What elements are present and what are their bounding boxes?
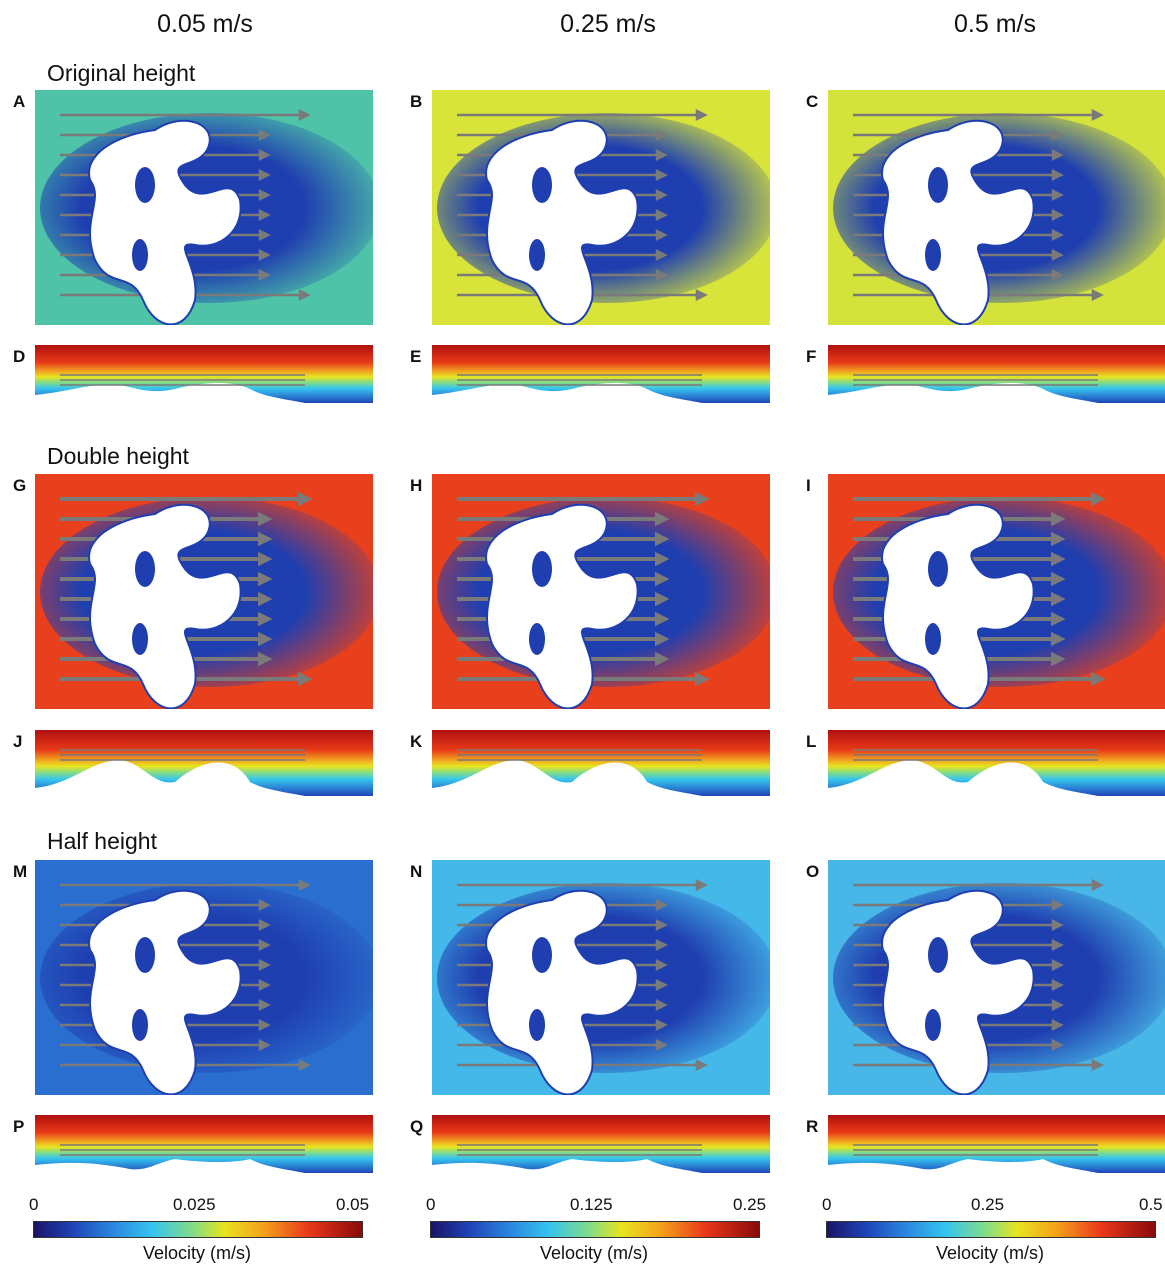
velocity-map-top	[828, 474, 1165, 709]
velocity-map-side	[35, 345, 373, 403]
row-header-double: Double height	[47, 443, 189, 469]
column-header-0.05: 0.05 m/s	[157, 10, 253, 38]
panel-label: D	[13, 347, 26, 366]
velocity-map-top	[828, 860, 1165, 1095]
velocity-map-side	[432, 1115, 770, 1173]
colorbar-label: Velocity (m/s)	[539, 1243, 649, 1263]
column-header-0.5: 0.5 m/s	[954, 10, 1036, 38]
velocity-map-side	[35, 1115, 373, 1173]
colorbar-tick: 0.25	[733, 1195, 767, 1214]
panel-label: E	[410, 347, 422, 366]
panel-label: R	[806, 1117, 819, 1136]
velocity-map-top	[35, 860, 373, 1095]
colorbar-tick: 0	[426, 1195, 436, 1214]
velocity-map-side	[828, 1115, 1165, 1173]
colorbar-tick: 0.05	[336, 1195, 370, 1214]
velocity-map-side	[828, 345, 1165, 403]
velocity-map-top	[432, 860, 770, 1095]
column-header-0.25: 0.25 m/s	[560, 10, 656, 38]
colorbar-gradient	[430, 1221, 760, 1238]
panel-label: N	[410, 862, 423, 881]
colorbar-tick: 0.125	[570, 1195, 613, 1214]
panel-label: M	[13, 862, 28, 881]
panel-label: K	[410, 732, 423, 751]
panel-label: J	[13, 732, 23, 751]
velocity-map-side	[828, 730, 1165, 796]
row-header-half: Half height	[47, 828, 157, 854]
colorbar-tick: 0	[822, 1195, 832, 1214]
velocity-map-top	[828, 90, 1165, 325]
panel-label: G	[13, 476, 27, 495]
colorbar-label: Velocity (m/s)	[142, 1243, 252, 1263]
row-header-original: Original height	[47, 60, 196, 86]
velocity-map-top	[35, 474, 373, 709]
colorbar-tick: 0.25	[971, 1195, 1005, 1214]
colorbar-0.05: 0 0.025 0.05 Velocity (m/s)	[29, 1195, 369, 1265]
velocity-map-side	[35, 730, 373, 796]
colorbar-gradient	[826, 1221, 1156, 1238]
panel-label: P	[13, 1117, 25, 1136]
panel-label: L	[806, 732, 817, 751]
velocity-map-top	[35, 90, 373, 325]
panel-label: I	[806, 476, 811, 495]
velocity-map-top	[432, 474, 770, 709]
colorbar-0.5: 0 0.25 0.5 Velocity (m/s)	[822, 1195, 1163, 1265]
colorbar-tick: 0.025	[173, 1195, 216, 1214]
panel-label: O	[806, 862, 820, 881]
panel-label: C	[806, 92, 819, 111]
panel-label: H	[410, 476, 423, 495]
velocity-map-side	[432, 730, 770, 796]
velocity-map-side	[432, 345, 770, 403]
colorbar-label: Velocity (m/s)	[935, 1243, 1045, 1263]
panel-label: A	[13, 92, 26, 111]
colorbar-tick: 0	[29, 1195, 39, 1214]
panel-label: Q	[410, 1117, 424, 1136]
colorbar-tick: 0.5	[1139, 1195, 1163, 1214]
velocity-map-top	[432, 90, 770, 325]
panel-label: B	[410, 92, 423, 111]
colorbar-0.25: 0 0.125 0.25 Velocity (m/s)	[426, 1195, 766, 1265]
panel-label: F	[806, 347, 817, 366]
colorbar-gradient	[33, 1221, 363, 1238]
